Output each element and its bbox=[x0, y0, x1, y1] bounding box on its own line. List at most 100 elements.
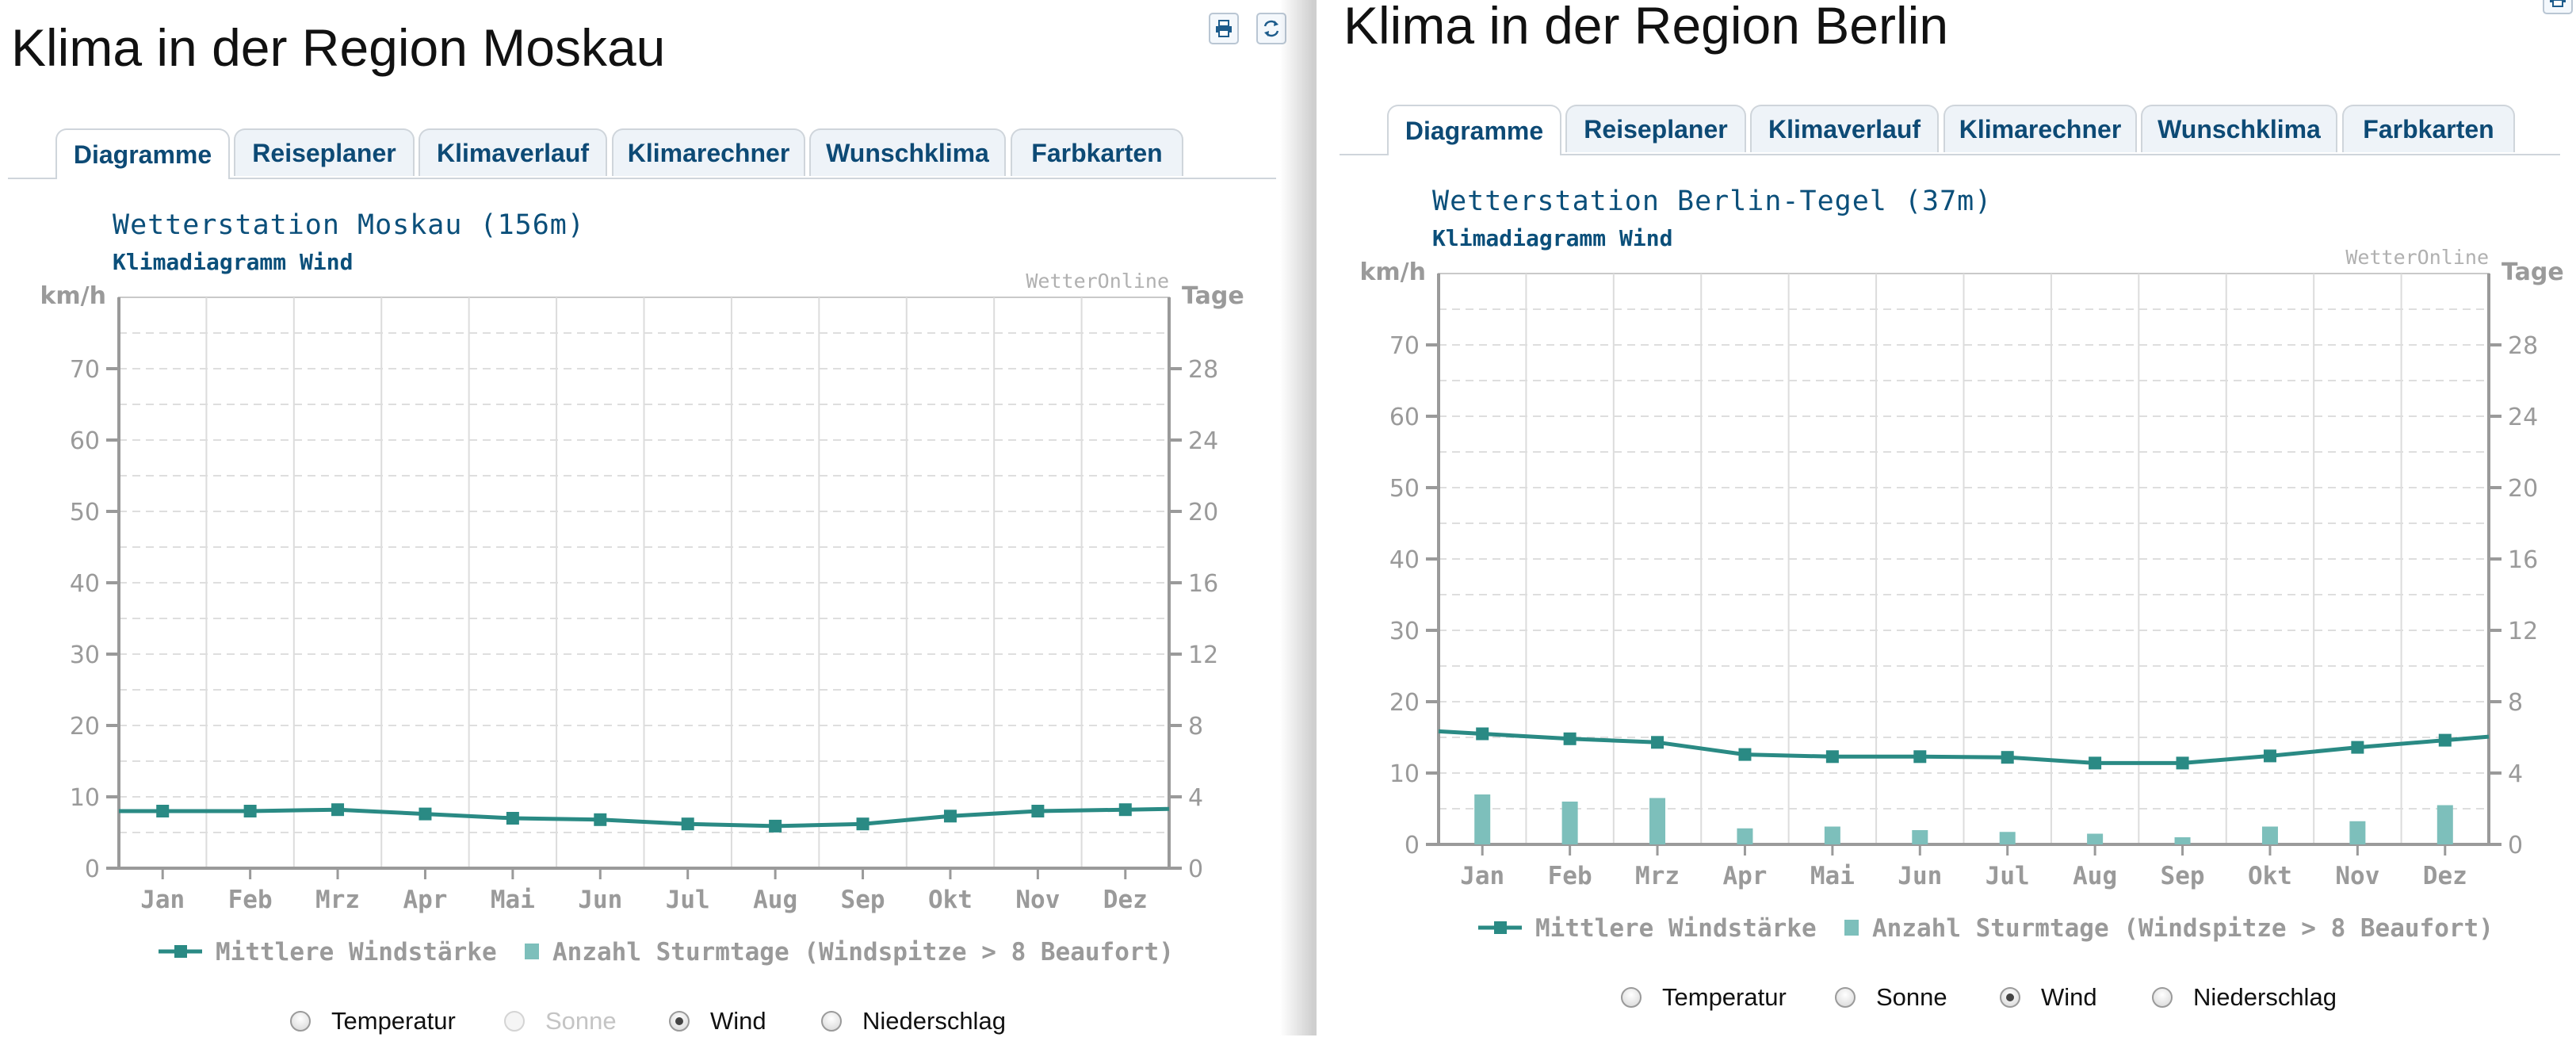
radio-wind[interactable]: Wind bbox=[2000, 983, 2097, 1012]
chart-watermark: WetterOnline bbox=[1026, 270, 1169, 293]
print-button[interactable] bbox=[2543, 0, 2573, 14]
legend-label-bar: Anzahl Sturmtage (Windspitze > 8 Beaufor… bbox=[552, 938, 1174, 967]
x-tick-label: Sep bbox=[2161, 862, 2205, 890]
y-tick-label: 0 bbox=[1405, 832, 1420, 859]
tab-farbkarten[interactable]: Farbkarten bbox=[2342, 105, 2515, 152]
tab-bar: Diagramme Reiseplaner Klimaverlauf Klima… bbox=[1340, 105, 2560, 155]
y2-tick-label: 16 bbox=[2508, 546, 2538, 574]
tab-klimarechner[interactable]: Klimarechner bbox=[1943, 105, 2137, 152]
mean-wind-line bbox=[119, 806, 1170, 829]
x-tick-label: Nov bbox=[2335, 862, 2379, 890]
x-tick-label: Aug bbox=[2073, 862, 2117, 890]
storm-days-bar bbox=[2261, 826, 2278, 844]
y2-tick-label: 28 bbox=[1188, 356, 1218, 384]
y-tick-label: 60 bbox=[1389, 404, 1420, 431]
y-tick-label: 20 bbox=[1389, 689, 1420, 717]
mean-wind-point bbox=[419, 807, 432, 821]
tab-wunschklima[interactable]: Wunschklima bbox=[809, 128, 1006, 176]
radio-dot bbox=[290, 1011, 311, 1032]
radio-label: Sonne bbox=[1876, 983, 1947, 1011]
storm-days-bar bbox=[1737, 828, 1753, 844]
legend-label-bar: Anzahl Sturmtage (Windspitze > 8 Beaufor… bbox=[1872, 914, 2494, 943]
y-tick-label: 60 bbox=[70, 427, 100, 455]
mean-wind-point bbox=[1738, 748, 1752, 761]
radio-temperatur[interactable]: Temperatur bbox=[1621, 983, 1787, 1012]
x-tick-label: Okt bbox=[2248, 862, 2292, 890]
tab-diagramme[interactable]: Diagramme bbox=[1387, 105, 1561, 155]
y2-tick-label: 28 bbox=[2508, 332, 2538, 360]
radio-sonne[interactable]: Sonne bbox=[504, 1007, 617, 1035]
chart-title: Wetterstation Berlin-Tegel (37m) bbox=[1432, 186, 1992, 217]
x-tick-label: Apr bbox=[1722, 862, 1767, 890]
page-title: Klima in der Region Berlin bbox=[1343, 0, 1949, 55]
mean-wind-point bbox=[243, 805, 257, 817]
mean-wind-point bbox=[331, 803, 345, 817]
storm-days-bar bbox=[1649, 798, 1666, 844]
x-tick-label: Jun bbox=[1898, 862, 1942, 890]
y-tick-label: 70 bbox=[70, 356, 100, 384]
y2-tick-label: 24 bbox=[2508, 404, 2538, 431]
radio-dot bbox=[669, 1011, 690, 1032]
x-tick-label: Nov bbox=[1015, 886, 1060, 914]
x-tick-label: Sep bbox=[841, 886, 885, 914]
legend-bar-swatch bbox=[525, 944, 539, 959]
x-tick-label: Dez bbox=[2423, 862, 2467, 890]
radio-label: Temperatur bbox=[331, 1007, 456, 1035]
mean-wind-point bbox=[681, 817, 694, 831]
y2-tick-label: 4 bbox=[1188, 784, 1203, 812]
mean-wind-point bbox=[156, 805, 170, 817]
mean-wind-point bbox=[1651, 736, 1664, 749]
tab-klimaverlauf[interactable]: Klimaverlauf bbox=[419, 128, 607, 176]
refresh-button[interactable] bbox=[1256, 13, 1286, 44]
tab-bar: Diagramme Reiseplaner Klimaverlauf Klima… bbox=[8, 128, 1276, 179]
mean-wind-point bbox=[1563, 732, 1577, 745]
mean-wind-point bbox=[594, 813, 607, 826]
print-icon bbox=[1216, 20, 1232, 37]
mean-wind-point bbox=[1031, 805, 1045, 817]
y2-tick-label: 8 bbox=[2508, 689, 2523, 717]
tab-farbkarten[interactable]: Farbkarten bbox=[1011, 128, 1183, 176]
y2-tick-label: 4 bbox=[2508, 760, 2523, 788]
print-icon bbox=[2550, 0, 2566, 7]
tab-wunschklima[interactable]: Wunschklima bbox=[2141, 105, 2337, 152]
storm-days-bar bbox=[1999, 832, 2016, 844]
y2-tick-label: 0 bbox=[1188, 856, 1203, 883]
y2-tick-label: 8 bbox=[1188, 713, 1203, 741]
y-tick-label: 40 bbox=[70, 570, 100, 598]
radio-niederschlag[interactable]: Niederschlag bbox=[821, 1007, 1006, 1035]
x-tick-label: Okt bbox=[928, 886, 973, 914]
radio-temperatur[interactable]: Temperatur bbox=[290, 1007, 456, 1035]
x-tick-label: Jan bbox=[1460, 862, 1504, 890]
radio-label: Niederschlag bbox=[862, 1007, 1006, 1035]
tab-reiseplaner[interactable]: Reiseplaner bbox=[234, 128, 415, 176]
mean-wind-point bbox=[769, 819, 782, 833]
tab-reiseplaner[interactable]: Reiseplaner bbox=[1565, 105, 1746, 152]
tab-klimaverlauf[interactable]: Klimaverlauf bbox=[1750, 105, 1939, 152]
print-button[interactable] bbox=[1209, 13, 1239, 44]
radio-dot bbox=[2152, 987, 2173, 1008]
y2-tick-label: 24 bbox=[1188, 427, 1218, 455]
y2-tick-label: 12 bbox=[1188, 641, 1218, 669]
radio-label: Wind bbox=[2041, 983, 2097, 1011]
storm-days-bar bbox=[2436, 805, 2453, 844]
radio-dot bbox=[1621, 987, 1642, 1008]
mean-wind-point bbox=[2089, 756, 2102, 770]
radio-label: Temperatur bbox=[1662, 983, 1787, 1011]
legend-bar-swatch bbox=[1844, 920, 1859, 936]
radio-sonne[interactable]: Sonne bbox=[1835, 983, 1947, 1012]
storm-days-bar bbox=[2174, 837, 2191, 844]
radio-wind[interactable]: Wind bbox=[669, 1007, 766, 1035]
tab-diagramme[interactable]: Diagramme bbox=[55, 128, 230, 179]
y-tick-label: 50 bbox=[1389, 475, 1420, 503]
chart-title: Wetterstation Moskau (156m) bbox=[113, 209, 585, 241]
x-tick-label: Jun bbox=[578, 886, 622, 914]
y-tick-label: 30 bbox=[70, 641, 100, 669]
wind-climate-chart-moskau: Wetterstation Moskau (156m) Klimadiagramm… bbox=[40, 209, 1244, 967]
y2-axis-label: Tage bbox=[1182, 282, 1244, 310]
wind-climate-chart-berlin: Wetterstation Berlin-Tegel (37m) Klimadia… bbox=[1359, 186, 2563, 943]
y-tick-label: 20 bbox=[70, 713, 100, 741]
radio-niederschlag[interactable]: Niederschlag bbox=[2152, 983, 2337, 1012]
y-tick-label: 30 bbox=[1389, 618, 1420, 645]
tab-klimarechner[interactable]: Klimarechner bbox=[612, 128, 805, 176]
mean-wind-point bbox=[856, 817, 869, 831]
